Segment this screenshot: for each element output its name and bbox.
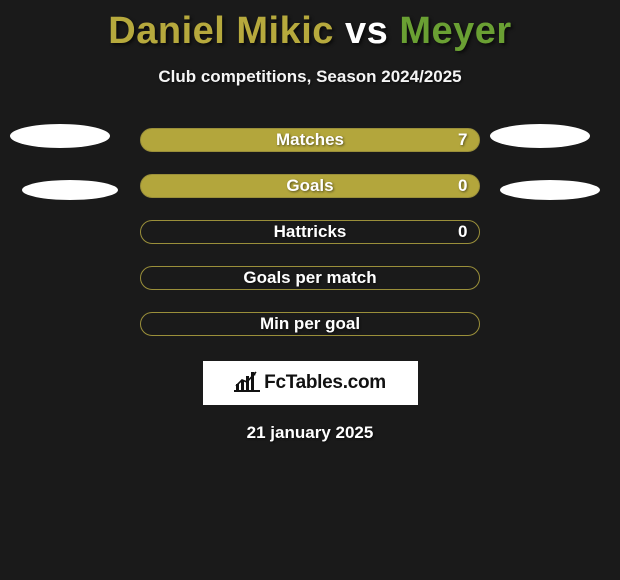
player2-name: Meyer <box>399 10 511 52</box>
date-text: 21 january 2025 <box>0 423 620 443</box>
stat-row: Goals per match <box>0 265 620 293</box>
decorative-ellipse <box>10 124 110 148</box>
stat-row: Min per goal <box>0 311 620 339</box>
stat-label: Goals <box>140 176 480 196</box>
stat-value: 0 <box>458 176 467 196</box>
decorative-ellipse <box>490 124 590 148</box>
player1-name: Daniel Mikic <box>108 10 334 52</box>
stat-row: Hattricks0 <box>0 219 620 247</box>
decorative-ellipse <box>500 180 600 200</box>
stat-label: Hattricks <box>140 222 480 242</box>
page-title: Daniel Mikic vs Meyer <box>0 0 620 53</box>
brand-chart-icon <box>234 370 260 397</box>
stat-value: 0 <box>458 222 467 242</box>
brand-box: FcTables.com <box>203 361 418 405</box>
stat-label: Min per goal <box>140 314 480 334</box>
brand-text: FcTables.com <box>264 372 386 394</box>
stat-value: 7 <box>458 130 467 150</box>
decorative-ellipse <box>22 180 118 200</box>
title-connector: vs <box>345 10 388 52</box>
stat-label: Goals per match <box>140 268 480 288</box>
stat-label: Matches <box>140 130 480 150</box>
stats-rows: Matches7Goals0Hattricks0Goals per matchM… <box>0 127 620 339</box>
subtitle: Club competitions, Season 2024/2025 <box>0 67 620 87</box>
